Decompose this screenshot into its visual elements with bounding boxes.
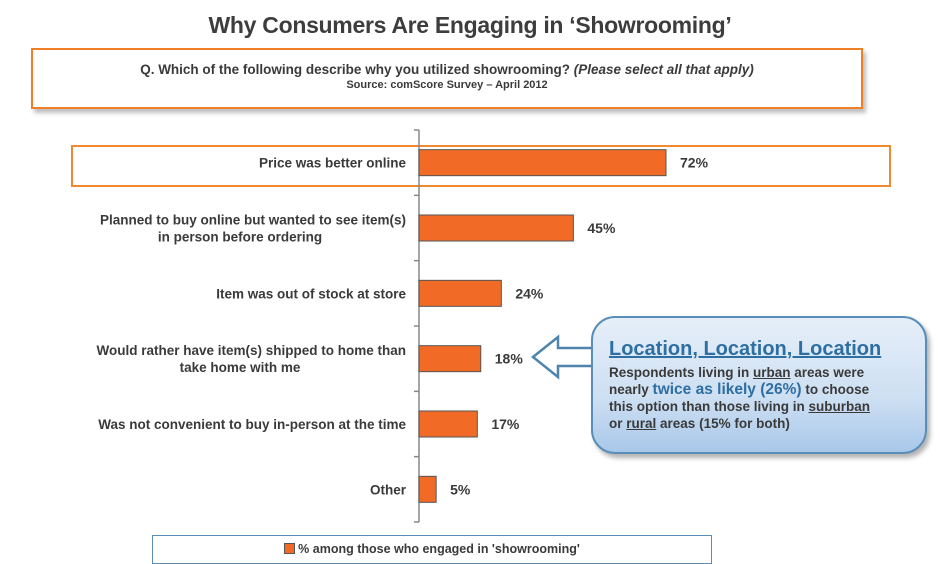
callout-body: Respondents living in urban areas were n… (609, 364, 924, 432)
value-label: 24% (515, 285, 544, 301)
chart-legend: % among those who engaged in 'showroomin… (152, 535, 712, 564)
category-label: Price was better online (259, 156, 407, 171)
bar (418, 149, 667, 177)
callout-text: this option than those living in (609, 399, 809, 414)
survey-question: Q. Which of the following describe why y… (33, 62, 861, 77)
highlight-box (71, 145, 891, 187)
callout-text: or (609, 416, 627, 431)
bar (418, 279, 502, 307)
category-label: Was not convenient to buy in-person at t… (98, 417, 406, 432)
value-label: 45% (587, 220, 616, 236)
bar (418, 410, 478, 438)
category-label: Would rather have item(s) shipped to hom… (96, 343, 406, 358)
question-text: Q. Which of the following describe why y… (140, 62, 570, 77)
callout-title: Location, Location, Location (609, 338, 882, 360)
value-label: 5% (450, 481, 471, 497)
callout-urban: urban (753, 365, 791, 380)
bar (418, 345, 482, 373)
legend-swatch (284, 543, 296, 554)
value-label: 18% (495, 351, 524, 367)
callout-text: to choose (801, 382, 870, 397)
callout-emphasis: twice as likely (26%) (652, 381, 802, 398)
callout-suburban: suburban (808, 399, 871, 414)
category-label: Planned to buy online but wanted to see … (100, 213, 406, 228)
source-text: Source: comScore Survey – April 2012 (346, 79, 548, 91)
category-label: in person before ordering (158, 230, 322, 245)
category-label: take home with me (180, 360, 301, 375)
location-callout: Location, Location, Location Respondents… (591, 316, 927, 454)
category-label: Item was out of stock at store (216, 286, 406, 301)
left-arrow-icon (530, 334, 598, 380)
callout-text: nearly (609, 382, 653, 397)
callout-text: areas were (790, 365, 865, 380)
bar (418, 475, 437, 503)
value-label: 17% (491, 416, 520, 432)
callout-text: Respondents living in (609, 365, 754, 380)
page-title: Why Consumers Are Engaging in ‘Showroomi… (208, 12, 732, 38)
bar (418, 214, 574, 242)
question-note: (Please select all that apply) (573, 62, 754, 77)
legend-label: % among those who engaged in 'showroomin… (298, 542, 580, 556)
value-label: 72% (680, 155, 709, 171)
callout-text: areas (15% for both) (656, 416, 790, 431)
question-box: Q. Which of the following describe why y… (31, 48, 863, 109)
callout-rural: rural (626, 416, 657, 431)
category-label: Other (370, 482, 407, 497)
